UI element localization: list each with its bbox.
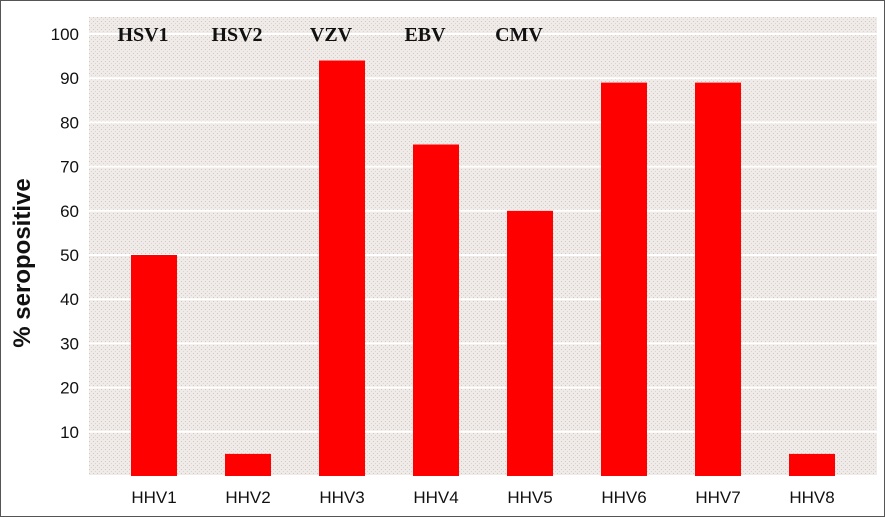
plot-area	[89, 17, 877, 476]
x-axis-categories: HHV1 HHV2 HHV3 HHV4 HHV5 HHV6 HHV7 HHV8	[131, 488, 834, 507]
bar-hhv7	[695, 82, 741, 477]
virus-name-label: EBV	[404, 24, 446, 46]
bar-hhv1	[131, 255, 177, 476]
y-tick-label: 40	[60, 290, 79, 309]
x-category-label: HHV5	[507, 488, 552, 507]
y-axis-title: % seropositive	[9, 178, 36, 347]
y-tick-label: 20	[60, 379, 79, 398]
virus-name-labels: HSV1 HSV2 VZV EBV CMV	[117, 24, 543, 46]
x-category-label: HHV7	[695, 488, 740, 507]
y-tick-label: 90	[60, 69, 79, 88]
bars	[131, 60, 835, 477]
x-category-label: HHV2	[225, 488, 270, 507]
bar-hhv5	[507, 210, 553, 477]
bar-hhv2	[225, 453, 271, 476]
y-tick-label: 70	[60, 158, 79, 177]
y-tick-label: 100	[51, 25, 79, 44]
y-tick-label: 50	[60, 246, 79, 265]
y-tick-label: 60	[60, 202, 79, 221]
virus-name-label: HSV1	[117, 24, 168, 46]
virus-name-label: HSV2	[211, 24, 262, 46]
x-category-label: HHV1	[131, 488, 176, 507]
y-tick-label: 10	[60, 423, 79, 442]
y-tick-label: 80	[60, 113, 79, 132]
x-category-label: HHV6	[601, 488, 646, 507]
bar-hhv8	[789, 453, 835, 476]
gridlines	[89, 33, 877, 477]
bar-hhv3	[319, 60, 365, 477]
y-tick-label: 30	[60, 334, 79, 353]
x-category-label: HHV8	[789, 488, 834, 507]
x-category-label: HHV4	[413, 488, 458, 507]
bar-hhv6	[601, 82, 647, 477]
x-category-label: HHV3	[319, 488, 364, 507]
virus-name-label: CMV	[495, 24, 543, 46]
bar-hhv4	[413, 144, 459, 476]
virus-name-label: VZV	[310, 24, 353, 46]
y-axis-ticks: 10 20 30 40 50 60 70 80 90 100	[51, 25, 79, 442]
